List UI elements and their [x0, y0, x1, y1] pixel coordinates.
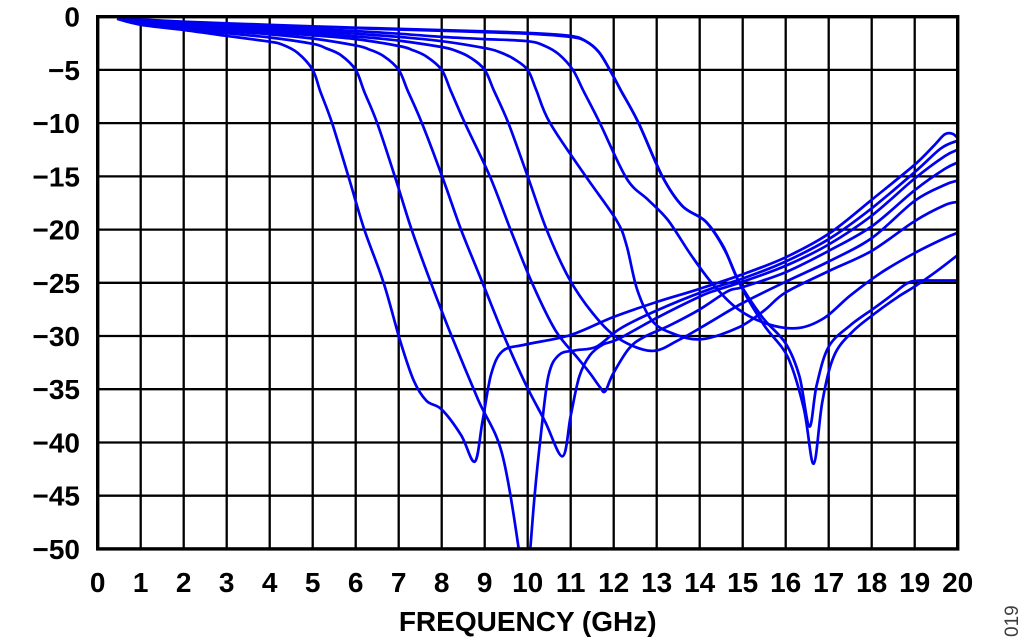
svg-text:−50: −50	[33, 534, 81, 565]
svg-text:14: 14	[684, 567, 716, 598]
svg-text:019: 019	[1002, 605, 1023, 637]
svg-text:18: 18	[856, 567, 887, 598]
svg-text:8: 8	[434, 567, 450, 598]
svg-text:−20: −20	[33, 215, 81, 246]
svg-text:13: 13	[641, 567, 672, 598]
svg-text:4: 4	[262, 567, 278, 598]
svg-text:2: 2	[176, 567, 192, 598]
svg-text:20: 20	[942, 567, 973, 598]
svg-text:−45: −45	[33, 481, 81, 512]
svg-text:17: 17	[813, 567, 844, 598]
svg-text:15: 15	[727, 567, 758, 598]
svg-text:9: 9	[477, 567, 493, 598]
svg-text:19: 19	[899, 567, 930, 598]
svg-text:−5: −5	[48, 55, 80, 86]
svg-text:16: 16	[770, 567, 801, 598]
svg-text:−40: −40	[33, 428, 81, 459]
svg-text:−10: −10	[33, 108, 81, 139]
svg-text:12: 12	[598, 567, 629, 598]
svg-text:−25: −25	[33, 268, 81, 299]
svg-text:−15: −15	[33, 161, 81, 192]
svg-text:7: 7	[391, 567, 407, 598]
svg-text:0: 0	[64, 2, 80, 33]
svg-text:6: 6	[348, 567, 364, 598]
svg-text:11: 11	[556, 567, 586, 598]
svg-text:5: 5	[305, 567, 321, 598]
svg-text:0: 0	[90, 567, 106, 598]
svg-text:3: 3	[219, 567, 235, 598]
svg-text:10: 10	[512, 567, 543, 598]
svg-text:−30: −30	[33, 321, 81, 352]
svg-text:1: 1	[133, 567, 149, 598]
svg-text:FREQUENCY (GHz): FREQUENCY (GHz)	[399, 606, 657, 637]
svg-text:−35: −35	[33, 374, 81, 405]
